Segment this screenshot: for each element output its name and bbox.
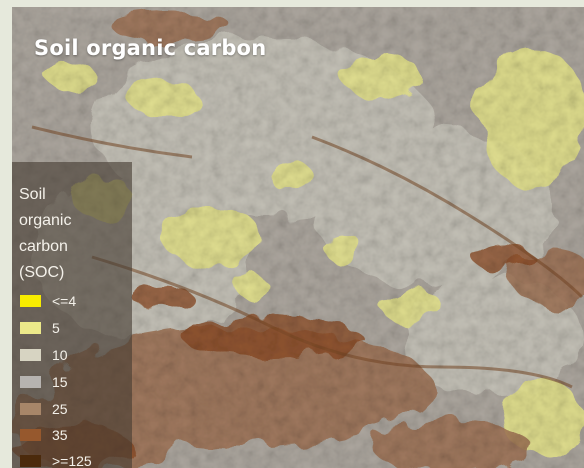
legend-item: >=125 [20,452,92,468]
legend-label: <=4 [52,293,76,309]
legend-title-line: organic [19,208,129,234]
soc-map[interactable]: Soil organic carbon Soil organic carbon … [12,7,584,468]
map-legend: Soil organic carbon (SOC) <=4 5 10 15 [12,162,132,468]
legend-label: 35 [52,427,68,443]
legend-label: 5 [52,320,60,336]
legend-item: 35 [20,426,68,444]
legend-title-line: Soil [19,182,129,208]
legend-label: 10 [52,347,68,363]
legend-item: 10 [20,346,68,364]
legend-item: 15 [20,373,68,391]
legend-swatch [20,376,41,388]
legend-swatch [20,403,41,415]
map-title: Soil organic carbon [34,36,266,60]
legend-item: 25 [20,400,68,418]
legend-title: Soil organic carbon (SOC) [19,182,129,286]
legend-swatch [20,295,41,307]
legend-label: 25 [52,401,68,417]
legend-item: 5 [20,319,60,337]
legend-label: >=125 [52,453,92,468]
legend-swatch [20,455,41,467]
legend-swatch [20,322,41,334]
legend-swatch [20,429,41,441]
legend-label: 15 [52,374,68,390]
legend-title-line: carbon [19,234,129,260]
legend-item: <=4 [20,292,76,310]
legend-title-line: (SOC) [19,260,129,286]
legend-swatch [20,349,41,361]
